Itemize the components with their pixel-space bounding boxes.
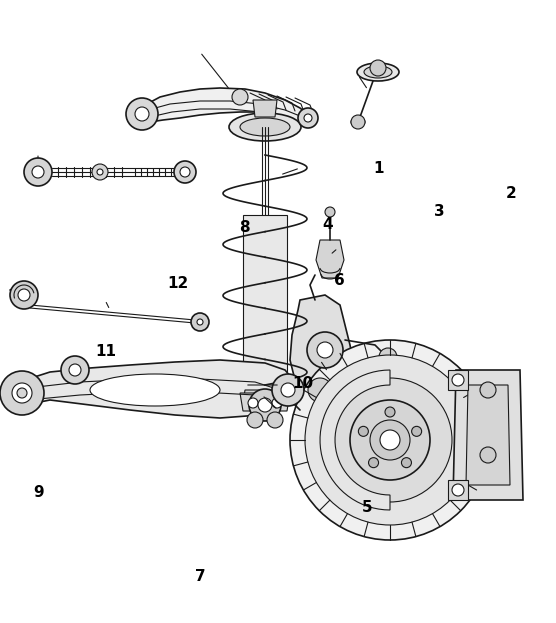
Circle shape (307, 332, 343, 368)
Circle shape (304, 114, 312, 122)
Ellipse shape (229, 113, 301, 141)
Text: 9: 9 (33, 485, 44, 500)
Circle shape (32, 166, 44, 178)
Circle shape (61, 356, 89, 384)
Circle shape (370, 420, 410, 460)
Text: 5: 5 (361, 500, 373, 515)
Circle shape (411, 426, 421, 436)
Polygon shape (448, 480, 468, 500)
Circle shape (281, 383, 295, 397)
Circle shape (350, 400, 430, 480)
Ellipse shape (364, 66, 392, 78)
Circle shape (69, 364, 81, 376)
Text: 1: 1 (373, 161, 383, 176)
Circle shape (191, 313, 209, 331)
Circle shape (92, 164, 108, 180)
Circle shape (334, 409, 350, 425)
Circle shape (174, 161, 196, 183)
Text: 10: 10 (292, 376, 314, 391)
Circle shape (97, 169, 103, 175)
Polygon shape (453, 370, 523, 500)
Circle shape (18, 289, 30, 301)
Polygon shape (253, 100, 277, 117)
Circle shape (135, 107, 149, 121)
Circle shape (480, 382, 496, 398)
Ellipse shape (90, 374, 220, 406)
Text: 12: 12 (167, 276, 188, 291)
Polygon shape (290, 295, 355, 395)
Circle shape (298, 108, 318, 128)
Polygon shape (240, 393, 290, 411)
Circle shape (272, 374, 304, 406)
Circle shape (12, 383, 32, 403)
Circle shape (247, 412, 263, 428)
Circle shape (197, 319, 203, 325)
Circle shape (272, 398, 282, 408)
Text: 2: 2 (506, 186, 517, 201)
Text: 3: 3 (434, 204, 445, 219)
Circle shape (359, 426, 369, 436)
Ellipse shape (357, 63, 399, 81)
Circle shape (452, 484, 464, 496)
Circle shape (232, 89, 248, 105)
Text: 6: 6 (334, 273, 345, 288)
Circle shape (308, 378, 332, 402)
Circle shape (248, 398, 258, 408)
Circle shape (385, 407, 395, 417)
Text: 7: 7 (195, 569, 206, 584)
Circle shape (126, 98, 158, 130)
Circle shape (452, 374, 464, 386)
Circle shape (317, 342, 333, 358)
Circle shape (328, 378, 452, 502)
Polygon shape (132, 88, 315, 127)
Circle shape (290, 340, 490, 540)
Circle shape (17, 388, 27, 398)
Circle shape (0, 371, 44, 415)
Circle shape (351, 115, 365, 129)
Ellipse shape (351, 118, 365, 126)
Text: 8: 8 (239, 220, 250, 235)
Circle shape (258, 398, 272, 412)
Polygon shape (18, 360, 295, 418)
Polygon shape (243, 390, 287, 403)
Circle shape (480, 447, 496, 463)
Circle shape (249, 389, 281, 421)
Circle shape (305, 355, 475, 525)
Circle shape (401, 458, 411, 468)
Circle shape (24, 158, 52, 186)
Circle shape (267, 412, 283, 428)
Circle shape (380, 430, 400, 450)
Circle shape (10, 281, 38, 309)
Polygon shape (466, 385, 510, 485)
Circle shape (370, 60, 386, 76)
Circle shape (369, 458, 379, 468)
Circle shape (325, 207, 335, 217)
Polygon shape (316, 240, 344, 278)
Polygon shape (448, 370, 468, 390)
Text: 11: 11 (95, 345, 116, 359)
Circle shape (180, 167, 190, 177)
Circle shape (379, 348, 397, 366)
Polygon shape (320, 370, 390, 510)
Ellipse shape (240, 118, 290, 136)
Polygon shape (243, 215, 287, 395)
Text: 4: 4 (322, 217, 334, 232)
